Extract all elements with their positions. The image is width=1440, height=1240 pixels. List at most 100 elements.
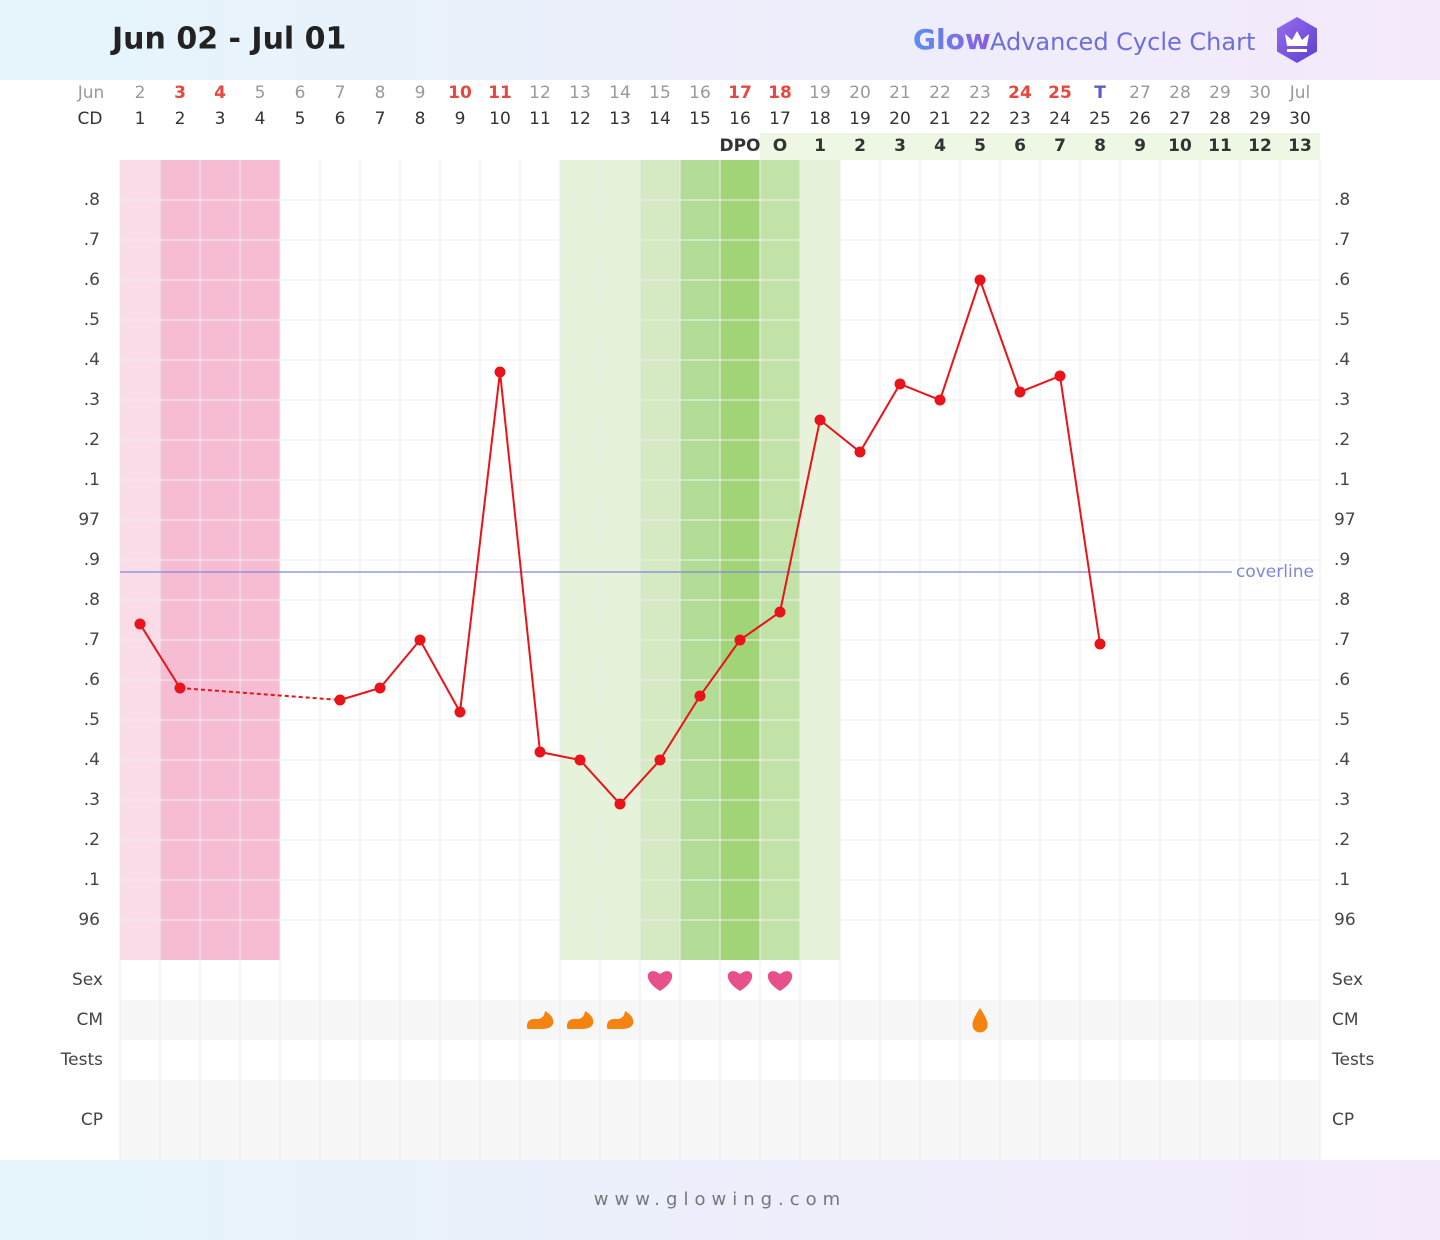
dpo-label: 9 (1134, 136, 1146, 156)
temperature-point (1054, 370, 1066, 382)
dpo-label: 6 (1014, 136, 1026, 156)
temperature-line (339, 276, 1101, 806)
cd-number: 11 (529, 109, 551, 129)
cd-number: 10 (489, 109, 511, 129)
date-label: 29 (1209, 83, 1231, 103)
dpo-band (760, 133, 1320, 160)
y-tick-label-right: .5 (1334, 710, 1350, 730)
cd-number: 1 (135, 109, 146, 129)
temperature-point (454, 706, 466, 718)
date-label: 22 (929, 83, 951, 103)
date-label: 21 (889, 83, 911, 103)
y-tick-label-right: .4 (1334, 750, 1350, 770)
dpo-label: 7 (1054, 136, 1066, 156)
y-tick-label: .4 (84, 350, 100, 370)
cd-number: 6 (335, 109, 346, 129)
creamy-icon (566, 1011, 594, 1029)
dpo-label: 1 (814, 136, 826, 156)
temperature-point (1094, 638, 1106, 650)
y-tick-label-right: .8 (1334, 590, 1350, 610)
cd-number: 27 (1169, 109, 1191, 129)
cd-number: 28 (1209, 109, 1231, 129)
temperature-point (974, 274, 986, 286)
temperature-point (414, 634, 426, 646)
footer-bg (0, 1160, 1440, 1240)
cd-number: 5 (295, 109, 306, 129)
y-tick-label: .3 (84, 790, 100, 810)
y-tick-label-right: .4 (1334, 350, 1350, 370)
gap-connector (179, 687, 341, 701)
temperature-point (574, 754, 586, 766)
month-label: Jun (77, 83, 105, 103)
row-label-right: Sex (1332, 970, 1363, 990)
cd-number: 16 (729, 109, 751, 129)
cd-number: 21 (929, 109, 951, 129)
dpo-label: 10 (1168, 136, 1192, 156)
y-tick-label-right: .1 (1334, 470, 1350, 490)
row-label-right: CM (1332, 1010, 1359, 1030)
footer-url: www.glowing.com (594, 1189, 846, 1210)
y-tick-label: .5 (84, 310, 100, 330)
cd-number: 18 (809, 109, 831, 129)
y-tick-label: .7 (84, 230, 100, 250)
y-tick-label-right: .3 (1334, 390, 1350, 410)
date-label: T (1094, 83, 1106, 103)
cd-number: 23 (1009, 109, 1031, 129)
y-tick-label-right: .2 (1334, 430, 1350, 450)
cd-number: 17 (769, 109, 791, 129)
date-label: 5 (255, 83, 266, 103)
cd-number: 30 (1289, 109, 1311, 129)
row-label: Tests (60, 1050, 103, 1070)
y-tick-label: .6 (84, 270, 100, 290)
cd-number: 20 (889, 109, 911, 129)
dpo-label: 4 (934, 136, 946, 156)
cd-number: 8 (415, 109, 426, 129)
cd-number: 13 (609, 109, 631, 129)
heart-icon (647, 971, 673, 991)
cd-number: 12 (569, 109, 591, 129)
y-tick-label: 97 (78, 510, 100, 530)
heart-icon (727, 971, 753, 991)
y-tick-label-right: .1 (1334, 870, 1350, 890)
crown-icon (1277, 17, 1317, 63)
coverline-label: coverline (1236, 562, 1314, 582)
date-label: 30 (1249, 83, 1271, 103)
y-tick-label-right: .9 (1334, 550, 1350, 570)
plot: Sex Sex CM CM Tests Tests CP CP .8 .8 .7 .7 .6 .6 .5 .5… (60, 83, 1374, 1160)
row-label: Sex (72, 970, 103, 990)
date-label: 11 (488, 83, 512, 103)
temperature-point (854, 446, 866, 458)
temperature-point (1014, 386, 1026, 398)
date-label: 2 (135, 83, 146, 103)
cd-number: 3 (215, 109, 226, 129)
y-tick-label-right: .7 (1334, 230, 1350, 250)
dpo-label: DPO (719, 136, 760, 156)
date-label: 3 (174, 83, 186, 103)
cd-number: 9 (455, 109, 466, 129)
temperature-point (374, 682, 386, 694)
y-tick-label: .8 (84, 190, 100, 210)
temperature-point (694, 690, 706, 702)
temperature-point (774, 606, 786, 618)
y-tick-label: .8 (84, 590, 100, 610)
y-tick-label-right: .6 (1334, 670, 1350, 690)
date-label: 15 (649, 83, 671, 103)
y-tick-label: 96 (78, 910, 100, 930)
date-label: 12 (529, 83, 551, 103)
row-label: CP (81, 1110, 103, 1130)
date-label: 28 (1169, 83, 1191, 103)
temperature-point (494, 366, 506, 378)
y-tick-label: .6 (84, 670, 100, 690)
row-label-right: Tests (1331, 1050, 1374, 1070)
temperature-point (134, 618, 146, 630)
y-tick-label-right: .6 (1334, 270, 1350, 290)
date-label: 24 (1008, 83, 1032, 103)
y-tick-label: .1 (84, 470, 100, 490)
date-label: 25 (1048, 83, 1072, 103)
temperature-line (139, 623, 181, 689)
header-title: Jun 02 - Jul 01 (110, 22, 346, 57)
temperature-point (814, 414, 826, 426)
dpo-label: 13 (1288, 136, 1312, 156)
temperature-point (614, 798, 626, 810)
